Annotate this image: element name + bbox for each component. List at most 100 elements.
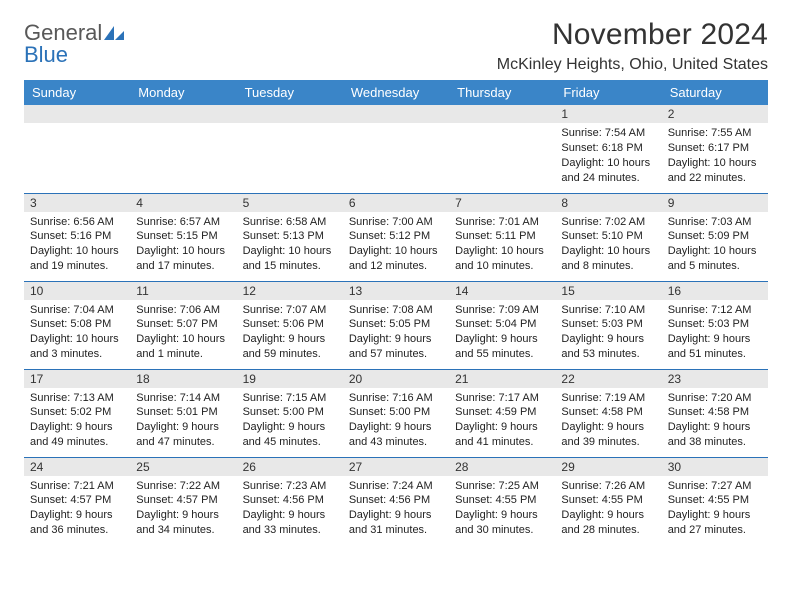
day-body xyxy=(449,123,555,130)
day-cell: 11Sunrise: 7:06 AMSunset: 5:07 PMDayligh… xyxy=(130,281,236,369)
day-cell: 6Sunrise: 7:00 AMSunset: 5:12 PMDaylight… xyxy=(343,193,449,281)
day-number-strip: 4 xyxy=(130,194,236,212)
day-body: Sunrise: 7:12 AMSunset: 5:03 PMDaylight:… xyxy=(662,300,768,366)
day-line: and 34 minutes. xyxy=(136,523,230,538)
day-line: Daylight: 10 hours xyxy=(349,244,443,259)
calendar-table: Sunday Monday Tuesday Wednesday Thursday… xyxy=(24,80,768,545)
day-line: Daylight: 9 hours xyxy=(30,420,124,435)
day-number-strip: 28 xyxy=(449,458,555,476)
day-cell: 29 Sunrise: 7:26 AMSunset: 4:55 PMDayligh… xyxy=(555,457,661,545)
day-number-strip: 16 xyxy=(662,282,768,300)
day-cell: 25Sunrise: 7:22 AMSunset: 4:57 PMDayligh… xyxy=(130,457,236,545)
day-line: and 36 minutes. xyxy=(30,523,124,538)
day-cell xyxy=(24,105,130,193)
day-body: Sunrise: 7:17 AMSunset: 4:59 PMDaylight:… xyxy=(449,388,555,454)
week-row: 17Sunrise: 7:13 AMSunset: 5:02 PMDayligh… xyxy=(24,369,768,457)
day-body xyxy=(237,123,343,130)
day-line: Daylight: 10 hours xyxy=(30,244,124,259)
day-line: Sunset: 4:57 PM xyxy=(136,493,230,508)
day-line: Sunset: 5:04 PM xyxy=(455,317,549,332)
day-body: Sunrise: 7:02 AMSunset: 5:10 PMDaylight:… xyxy=(555,212,661,278)
day-body: Sunrise: 7:24 AMSunset: 4:56 PMDaylight:… xyxy=(343,476,449,542)
day-body: Sunrise: 7:16 AMSunset: 5:00 PMDaylight:… xyxy=(343,388,449,454)
col-thursday: Thursday xyxy=(449,80,555,105)
day-line: Daylight: 10 hours xyxy=(136,244,230,259)
day-cell: 30Sunrise: 7:27 AMSunset: 4:55 PMDayligh… xyxy=(662,457,768,545)
day-line: Sunset: 4:57 PM xyxy=(30,493,124,508)
day-cell: 8 Sunrise: 7:02 AMSunset: 5:10 PMDaylight… xyxy=(555,193,661,281)
day-cell: 24Sunrise: 7:21 AMSunset: 4:57 PMDayligh… xyxy=(24,457,130,545)
day-line: Sunrise: 6:57 AM xyxy=(136,215,230,230)
day-number: 10 xyxy=(30,284,43,298)
day-cell: 27Sunrise: 7:24 AMSunset: 4:56 PMDayligh… xyxy=(343,457,449,545)
day-cell: 9Sunrise: 7:03 AMSunset: 5:09 PMDaylight… xyxy=(662,193,768,281)
col-saturday: Saturday xyxy=(662,80,768,105)
day-number: 22 xyxy=(561,372,574,386)
day-number-strip: 11 xyxy=(130,282,236,300)
day-line: Daylight: 10 hours xyxy=(243,244,337,259)
day-number: 11 xyxy=(136,284,148,298)
day-number-strip xyxy=(24,105,130,123)
day-number-strip xyxy=(130,105,236,123)
day-line: Sunrise: 7:13 AM xyxy=(30,391,124,406)
day-cell: 22Sunrise: 7:19 AMSunset: 4:58 PMDayligh… xyxy=(555,369,661,457)
day-line: Sunset: 4:55 PM xyxy=(455,493,549,508)
day-cell: 4Sunrise: 6:57 AMSunset: 5:15 PMDaylight… xyxy=(130,193,236,281)
day-line: and 55 minutes. xyxy=(455,347,549,362)
day-line: and 8 minutes. xyxy=(561,259,655,274)
day-number: 3 xyxy=(30,196,37,210)
day-line: and 47 minutes. xyxy=(136,435,230,450)
day-number-strip: 8 xyxy=(555,194,661,212)
day-number-strip: 7 xyxy=(449,194,555,212)
day-number-strip: 18 xyxy=(130,370,236,388)
day-number-strip xyxy=(449,105,555,123)
day-cell: 19Sunrise: 7:15 AMSunset: 5:00 PMDayligh… xyxy=(237,369,343,457)
day-line: and 59 minutes. xyxy=(243,347,337,362)
day-body: Sunrise: 7:20 AMSunset: 4:58 PMDaylight:… xyxy=(662,388,768,454)
day-line: Sunset: 5:13 PM xyxy=(243,229,337,244)
day-line: Daylight: 9 hours xyxy=(455,332,549,347)
day-number-strip: 14 xyxy=(449,282,555,300)
day-line: Sunrise: 7:27 AM xyxy=(668,479,762,494)
day-line: Sunrise: 7:10 AM xyxy=(561,303,655,318)
day-cell: 14Sunrise: 7:09 AMSunset: 5:04 PMDayligh… xyxy=(449,281,555,369)
day-number: 25 xyxy=(136,460,149,474)
day-line: and 24 minutes. xyxy=(561,171,655,186)
page-title: November 2024 xyxy=(497,18,768,52)
day-line: and 53 minutes. xyxy=(561,347,655,362)
day-line: Sunrise: 7:12 AM xyxy=(668,303,762,318)
day-line: Sunrise: 7:20 AM xyxy=(668,391,762,406)
day-number-strip: 5 xyxy=(237,194,343,212)
day-line: and 3 minutes. xyxy=(30,347,124,362)
day-body: Sunrise: 7:01 AMSunset: 5:11 PMDaylight:… xyxy=(449,212,555,278)
day-line: and 10 minutes. xyxy=(455,259,549,274)
day-line: Sunset: 5:11 PM xyxy=(455,229,549,244)
day-number-strip: 30 xyxy=(662,458,768,476)
day-body: Sunrise: 7:26 AMSunset: 4:55 PMDaylight:… xyxy=(555,476,661,542)
day-line: Daylight: 10 hours xyxy=(455,244,549,259)
day-number: 8 xyxy=(561,196,568,210)
day-line: and 57 minutes. xyxy=(349,347,443,362)
col-wednesday: Wednesday xyxy=(343,80,449,105)
day-line: and 19 minutes. xyxy=(30,259,124,274)
day-number-strip: 26 xyxy=(237,458,343,476)
day-line: Sunrise: 7:17 AM xyxy=(455,391,549,406)
brand-logo: General Blue xyxy=(24,18,126,66)
day-number-strip: 27 xyxy=(343,458,449,476)
day-line: Sunset: 5:09 PM xyxy=(668,229,762,244)
day-number: 21 xyxy=(455,372,468,386)
day-line: Sunset: 5:06 PM xyxy=(243,317,337,332)
day-line: Sunrise: 7:07 AM xyxy=(243,303,337,318)
day-body: Sunrise: 7:00 AMSunset: 5:12 PMDaylight:… xyxy=(343,212,449,278)
page-subtitle: McKinley Heights, Ohio, United States xyxy=(497,56,768,74)
day-line: Sunrise: 7:00 AM xyxy=(349,215,443,230)
day-line: Daylight: 10 hours xyxy=(561,244,655,259)
day-line: Sunrise: 7:23 AM xyxy=(243,479,337,494)
day-line: Daylight: 9 hours xyxy=(455,420,549,435)
day-body xyxy=(343,123,449,130)
day-cell: 28Sunrise: 7:25 AMSunset: 4:55 PMDayligh… xyxy=(449,457,555,545)
day-number: 29 xyxy=(561,460,574,474)
day-cell: 20Sunrise: 7:16 AMSunset: 5:00 PMDayligh… xyxy=(343,369,449,457)
day-line: Daylight: 9 hours xyxy=(243,508,337,523)
day-body: Sunrise: 6:56 AMSunset: 5:16 PMDaylight:… xyxy=(24,212,130,278)
